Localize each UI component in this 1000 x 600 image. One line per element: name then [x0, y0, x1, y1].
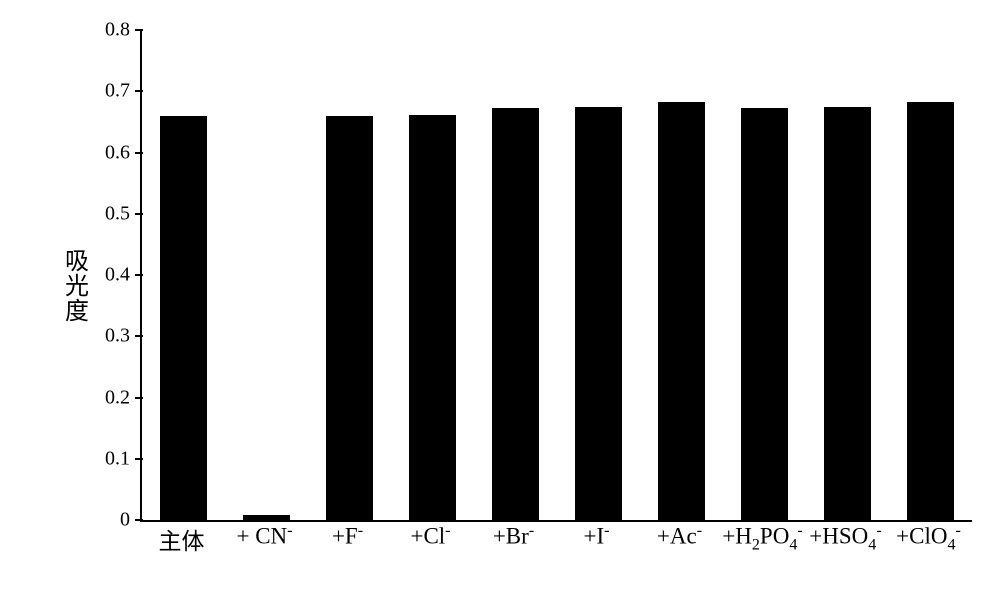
x-labels: 主体 + CN- +F- +Cl- +Br- +I- +Ac- +H2PO4-+HSO4- +C… — [140, 522, 970, 557]
x-tick-label: +Ac- — [657, 522, 702, 550]
x-tick-label: +ClO4- — [896, 522, 961, 554]
plot-area — [140, 30, 972, 522]
y-tick-label: 0.8 — [105, 19, 130, 42]
bar — [741, 108, 787, 520]
y-tick-label: 0.2 — [105, 386, 130, 409]
x-tick-label: +H2PO4- — [722, 522, 802, 554]
bar — [824, 107, 870, 520]
x-tick-label: +Br- — [493, 522, 534, 550]
x-tick-label: 主体 — [159, 522, 205, 556]
bar — [409, 115, 455, 520]
y-tick-label: 0.6 — [105, 141, 130, 164]
bar — [243, 515, 289, 520]
y-tick-label: 0.4 — [105, 264, 130, 287]
y-tick-label: 0.1 — [105, 447, 130, 470]
y-tick-label: 0 — [120, 509, 130, 532]
x-tick-label: +I- — [584, 522, 610, 550]
bar-chart: 吸光度 0 0.1 0.2 0.3 0.4 0.5 0.6 0.7 0.8 主体 + CN- +F-… — [55, 20, 975, 560]
x-tick-label: +Cl- — [410, 522, 450, 550]
bar — [492, 108, 538, 520]
y-tick-label: 0.3 — [105, 325, 130, 348]
bars-container — [142, 30, 972, 520]
bar — [575, 107, 621, 520]
bar — [658, 102, 704, 520]
bar — [326, 116, 372, 520]
x-tick-label: + CN- — [236, 522, 292, 550]
bar — [907, 102, 953, 520]
y-tick-label: 0.5 — [105, 202, 130, 225]
x-tick-label: +HSO4- — [809, 522, 881, 554]
bar — [160, 116, 206, 520]
y-axis-label: 吸光度 — [65, 250, 83, 326]
x-tick-label: +F- — [332, 522, 363, 550]
y-tick-label: 0.7 — [105, 80, 130, 103]
